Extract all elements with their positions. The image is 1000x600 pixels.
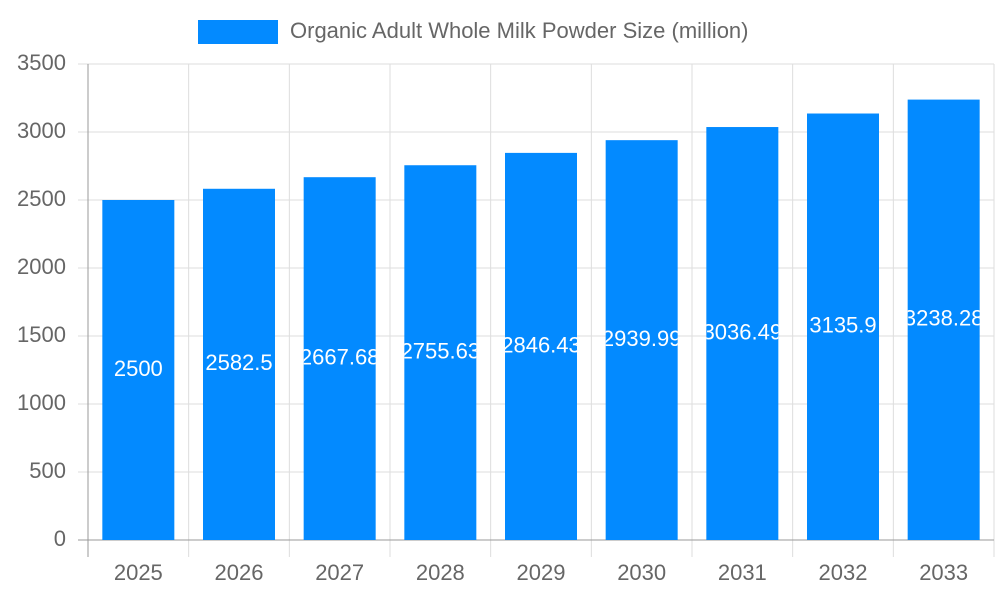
value-label: 2500 [114,356,163,381]
bar [404,165,477,540]
value-label: 3135.9 [809,313,876,338]
x-tick-label: 2026 [215,560,264,585]
bar [303,177,376,540]
y-tick-label: 3000 [17,118,66,143]
y-tick-label: 3500 [17,50,66,75]
x-tick-label: 2028 [416,560,465,585]
bar [505,152,577,541]
y-tick-label: 500 [29,458,66,483]
bar [102,200,175,540]
y-tick-label: 1500 [17,322,66,347]
y-tick-label: 2000 [17,254,66,279]
y-tick-label: 1000 [17,390,66,415]
x-tick-label: 2029 [517,560,566,585]
bar [907,99,980,540]
bar [807,113,879,540]
value-label: 2939.99 [602,326,682,351]
x-tick-label: 2033 [919,560,968,585]
x-tick-label: 2031 [718,560,767,585]
x-tick-label: 2030 [617,560,666,585]
value-label: 3238.28 [904,306,984,331]
value-label: 2582.5 [205,350,272,375]
value-label: 2667.68 [300,344,380,369]
y-tick-label: 0 [54,526,66,551]
x-tick-label: 2027 [315,560,364,585]
x-tick-label: 2025 [114,560,163,585]
value-label: 2755.63 [401,338,481,363]
value-label: 2846.43 [501,332,581,357]
bar [203,188,275,540]
bar [605,140,678,540]
legend-swatch [198,20,278,44]
x-tick-label: 2032 [819,560,868,585]
value-label: 3036.49 [703,319,783,344]
bar [706,127,779,541]
legend-label: Organic Adult Whole Milk Powder Size (mi… [290,18,749,43]
y-tick-label: 2500 [17,186,66,211]
